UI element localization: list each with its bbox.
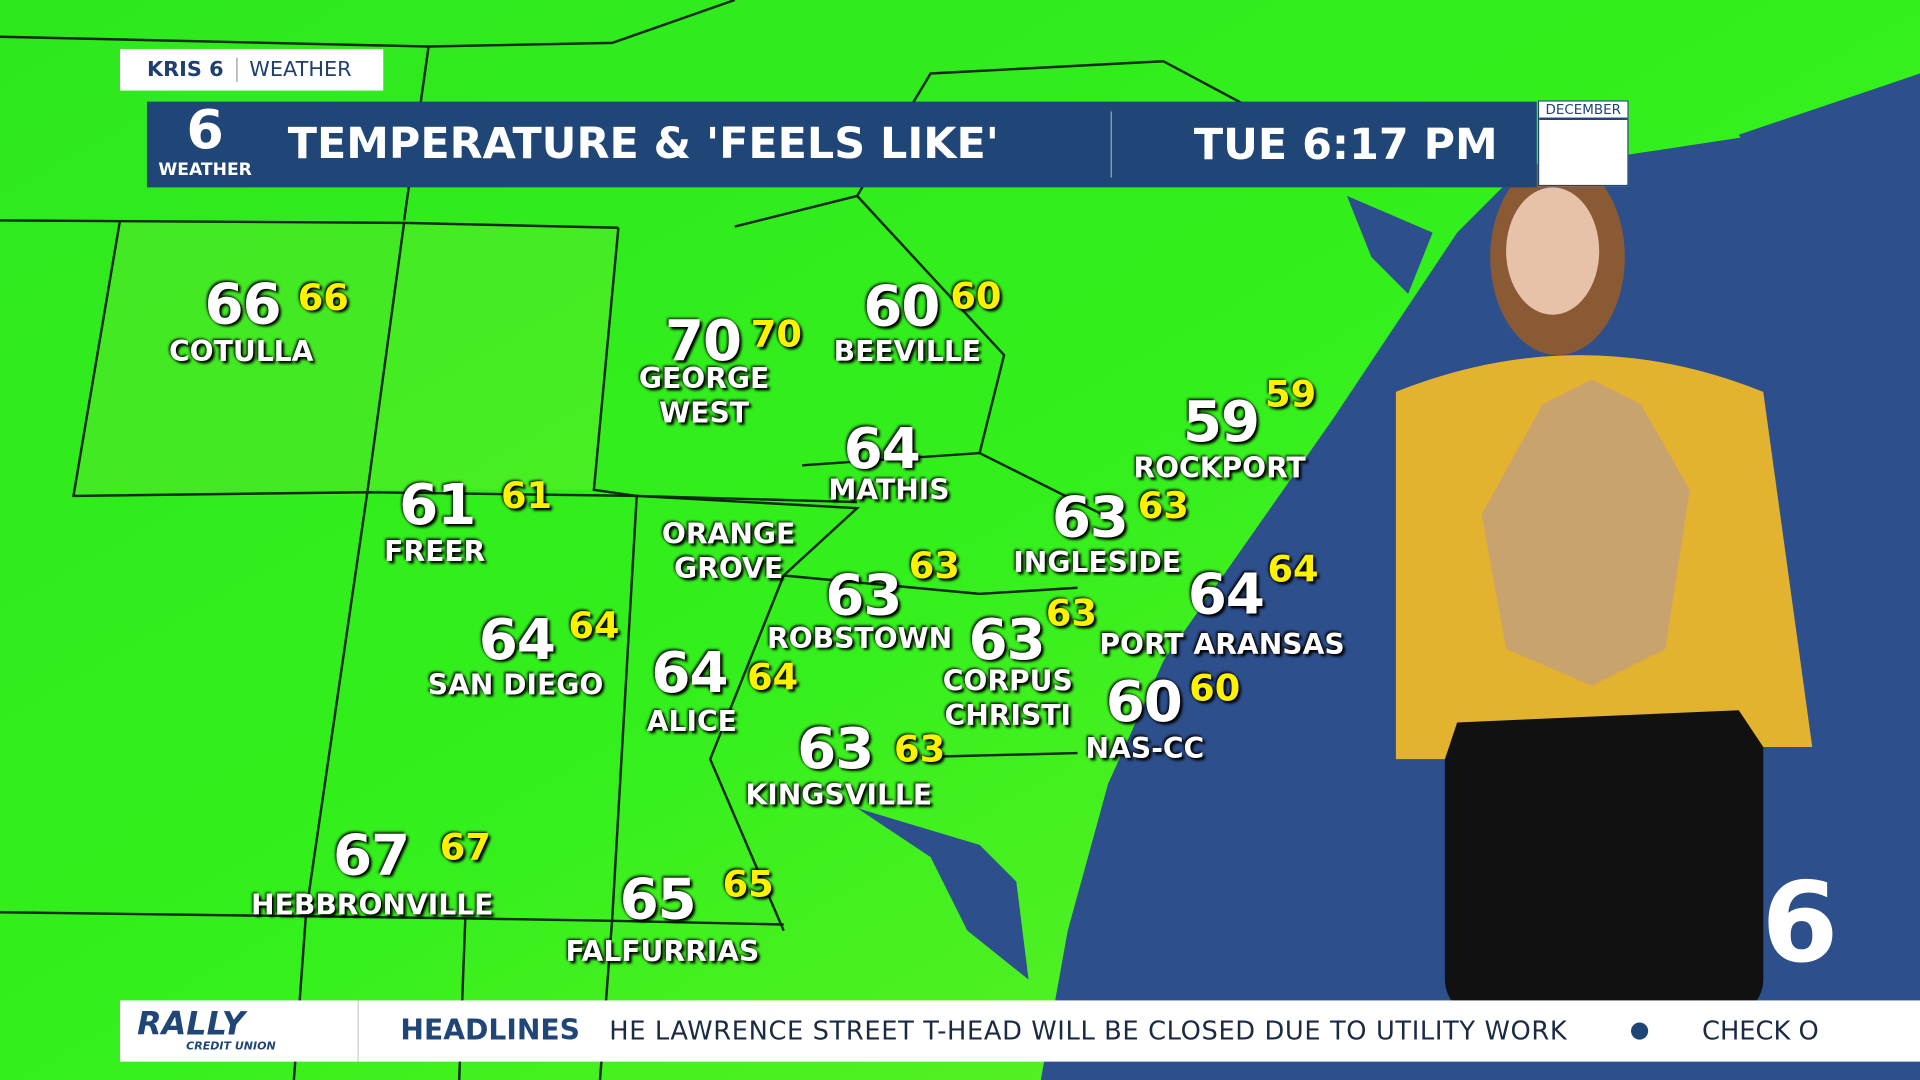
city-name: HEBBRONVILLE	[251, 890, 494, 923]
feels-like: 67	[439, 826, 491, 870]
sponsor: RALLY CREDIT UNION	[120, 1009, 358, 1053]
city-name: ORANGE GROVE	[661, 519, 796, 586]
temperature: 67	[333, 821, 410, 888]
feels-like: 66	[297, 276, 349, 320]
feels-like: 64	[568, 604, 620, 648]
feels-like: 64	[1267, 548, 1319, 592]
temperature: 65	[619, 865, 697, 932]
station: KRIS 6	[146, 57, 224, 83]
temperature: 64	[843, 415, 921, 482]
feels-like: 60	[950, 275, 1002, 319]
ticker: RALLY CREDIT UNION HEADLINES HE LAWRENCE…	[120, 1000, 1920, 1062]
city-name: FALFURRIAS	[565, 936, 760, 969]
feels-like: 63	[1045, 592, 1097, 636]
temperature: 64	[1187, 560, 1265, 627]
station-tag: KRIS 6 WEATHER	[120, 48, 384, 91]
logo: 6 WEATHER	[147, 99, 263, 188]
title: TEMPERATURE & 'FEELS LIKE'	[287, 120, 999, 169]
sponsor-name: RALLY	[137, 1006, 245, 1044]
temperature: 64	[651, 639, 728, 706]
temperature: 60	[1105, 668, 1183, 735]
city-name: GEORGE WEST	[638, 363, 770, 430]
temperature: 63	[1051, 483, 1129, 550]
city-name: FREER	[384, 536, 486, 569]
feels-like: 63	[1137, 484, 1189, 528]
city-name: ALICE	[646, 706, 737, 739]
city-name: BEEVILLE	[833, 336, 982, 369]
ticker-label: HEADLINES	[357, 1000, 610, 1062]
temperature: 66	[204, 270, 281, 337]
city-name: KINGSVILLE	[745, 780, 933, 812]
temperature: 59	[1182, 388, 1260, 455]
ticker-next: CHECK O	[1702, 1016, 1819, 1046]
feels-like: 63	[894, 728, 946, 772]
feels-like: 65	[722, 863, 774, 907]
feels-like: 59	[1265, 373, 1317, 417]
ticker-story: HE LAWRENCE STREET T-HEAD WILL BE CLOSED…	[609, 1016, 1568, 1046]
feels-like: 60	[1189, 667, 1241, 711]
temperature: 63	[968, 606, 1046, 673]
feels-like: 61	[500, 475, 553, 518]
city-name: COTULLA	[169, 336, 314, 369]
logo-caption: WEATHER	[158, 160, 252, 181]
ticker-dot	[1630, 1022, 1649, 1040]
city-name: ROBSTOWN	[767, 623, 953, 656]
temperature: 60	[863, 273, 940, 340]
calendar: DECEMBER	[1537, 100, 1629, 187]
feels-like: 63	[908, 544, 960, 588]
sponsor-sub: CREDIT UNION	[186, 1040, 276, 1054]
temperature: 70	[664, 307, 742, 374]
city-name: SAN DIEGO	[427, 669, 604, 702]
city-name: MATHIS	[828, 475, 950, 507]
title-bar: 6 WEATHER TEMPERATURE & 'FEELS LIKE' TUE…	[146, 99, 1537, 188]
temperature: 63	[825, 562, 902, 629]
city-name: ROCKPORT	[1133, 453, 1306, 485]
corner-logo: 6	[1761, 859, 1839, 989]
feels-like: 64	[747, 656, 799, 700]
feels-like: 70	[750, 313, 802, 357]
city-name: CORPUS CHRISTI	[942, 666, 1073, 733]
city-name: PORT ARANSAS	[1099, 629, 1345, 662]
logo-number: 6	[186, 99, 224, 162]
city-name: INGLESIDE	[1013, 547, 1182, 580]
city-name: NAS-CC	[1085, 733, 1205, 766]
temperature: 61	[399, 471, 476, 538]
calendar-month: DECEMBER	[1539, 101, 1628, 121]
time: TUE 6:17 PM	[1193, 121, 1498, 171]
temperature: 64	[478, 606, 556, 673]
section: WEATHER	[235, 57, 352, 83]
temperature: 63	[797, 715, 874, 782]
